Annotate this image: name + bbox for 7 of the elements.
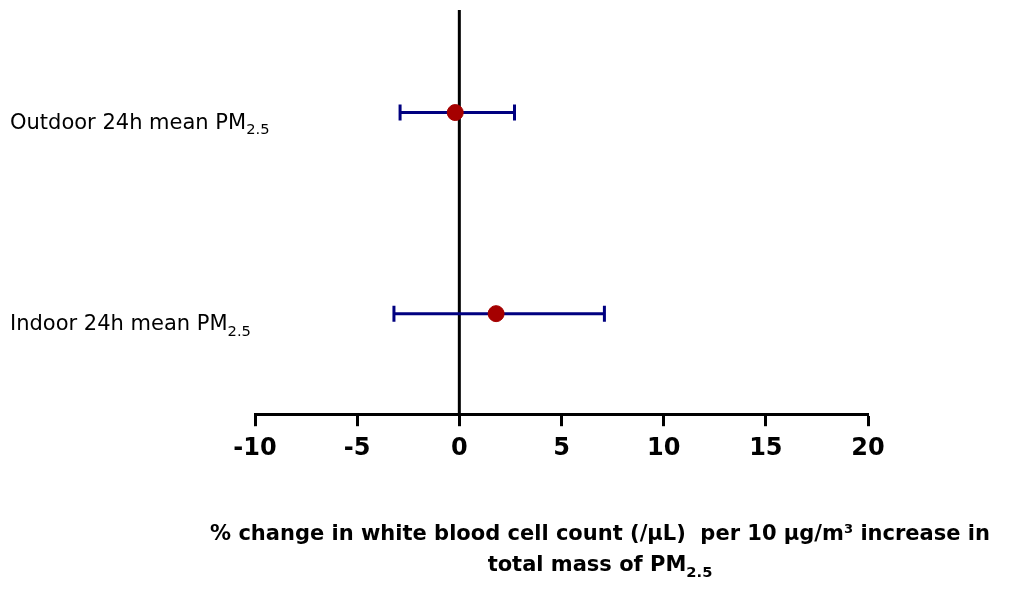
x-tick-label: 5 <box>553 432 570 461</box>
x-tick-label: 15 <box>749 432 783 461</box>
x-tick-label: 0 <box>450 432 468 461</box>
x-tick-label: 10 <box>646 432 681 461</box>
x-tick-label: -10 <box>233 432 277 461</box>
x-tick-label: -5 <box>343 432 371 461</box>
x-tick-label: 20 <box>851 432 885 461</box>
